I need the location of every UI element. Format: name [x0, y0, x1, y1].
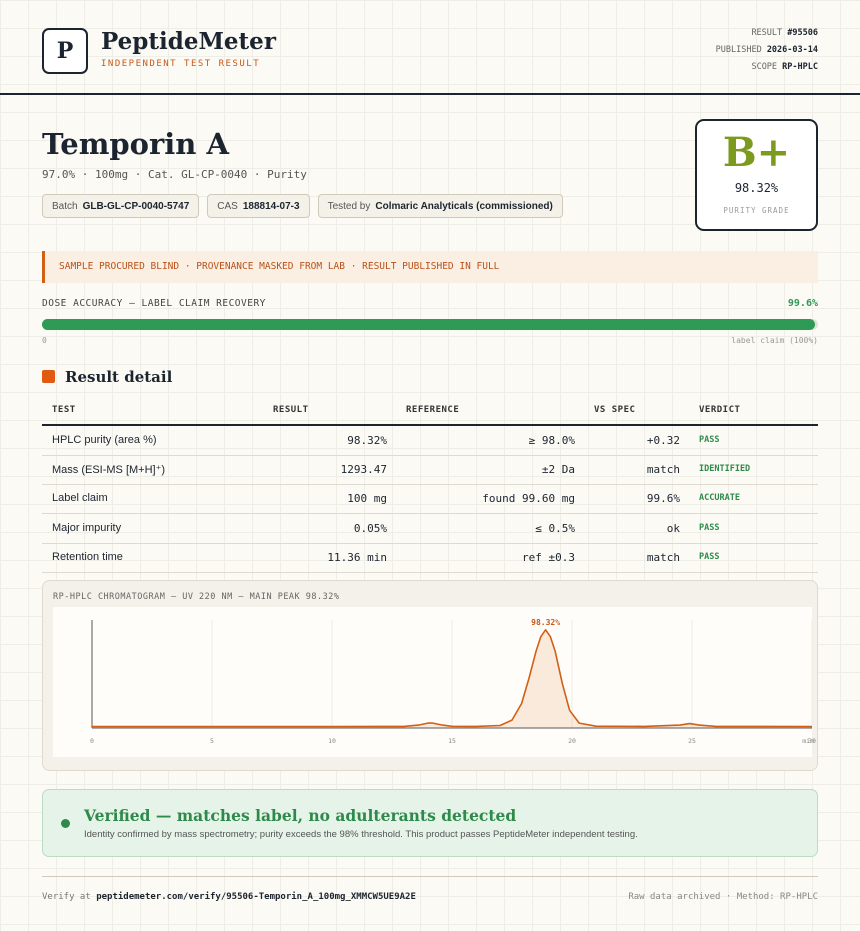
cell: 11.36 min	[327, 550, 387, 564]
chip: Batch GLB-GL-CP-0040-5747	[42, 194, 200, 218]
x-tick-label: 30	[808, 737, 816, 745]
verdict: PASS	[699, 522, 720, 533]
meta-row: RESULT #95506	[751, 28, 818, 38]
footer-left: Verify at peptidemeter.com/verify/95506-…	[42, 892, 416, 902]
meta-label: SCOPE	[751, 62, 778, 72]
row-rule	[42, 513, 818, 515]
verified-dot	[61, 819, 70, 828]
section-marker	[42, 370, 55, 383]
cell: 0.05%	[353, 521, 387, 535]
chip-label: Tested by	[327, 200, 371, 212]
chip-value: 188814-07-3	[242, 200, 300, 212]
verified-title: Verified — matches label, no adulterants…	[84, 806, 517, 825]
dose-track	[42, 319, 818, 330]
peak-label: 98.32%	[531, 618, 560, 627]
cell: ref ±0.3	[522, 550, 575, 564]
cell: found 99.60 mg	[482, 492, 575, 506]
column-header: REFERENCE	[406, 405, 460, 415]
verify-url[interactable]: peptidemeter.com/verify/95506-Temporin_A…	[96, 892, 416, 902]
cell: Mass (ESI-MS [M+H]⁺)	[52, 464, 166, 477]
notice: SAMPLE PROCURED BLIND · PROVENANCE MASKE…	[42, 251, 818, 283]
tagline: INDEPENDENT TEST RESULT	[101, 59, 261, 69]
cell: ≤ 0.5%	[535, 521, 575, 535]
verdict: IDENTIFIED	[699, 464, 751, 475]
meta-row: SCOPE RP-HPLC	[751, 62, 818, 72]
meta-value: 2026-03-14	[766, 45, 818, 55]
cell: 98.32%	[347, 434, 387, 447]
cell: ±2 Da	[541, 463, 575, 477]
dose-label: DOSE ACCURACY — LABEL CLAIM RECOVERY	[42, 298, 266, 309]
x-tick-label: 20	[568, 737, 576, 745]
x-tick-label: 0	[90, 737, 94, 745]
chromatogram: RP-HPLC CHROMATOGRAM — UV 220 NM — MAIN …	[42, 580, 818, 771]
chip-value: GLB-GL-CP-0040-5747	[82, 200, 190, 212]
grade-letter: B+	[722, 129, 791, 176]
column-header: RESULT	[273, 405, 309, 415]
chip-label: CAS	[217, 200, 238, 212]
chip-value: Colmaric Analyticals (commissioned)	[375, 200, 553, 212]
cell: 99.6%	[646, 492, 680, 506]
verified-text: Identity confirmed by mass spectrometry;…	[84, 829, 638, 840]
column-header: VERDICT	[699, 405, 741, 415]
trace	[92, 629, 813, 728]
meta-label: RESULT	[751, 28, 783, 38]
column-header: TEST	[52, 405, 76, 415]
meta-value: #95506	[787, 28, 818, 38]
row-rule	[42, 484, 818, 486]
dose-tick-label: 0	[42, 336, 47, 345]
brand: PeptideMeter	[101, 28, 276, 55]
x-tick-label: 10	[328, 737, 336, 745]
row-rule	[42, 455, 818, 456]
footer-rule	[42, 876, 818, 877]
meta-label: PUBLISHED	[715, 45, 762, 55]
section-title: Result detail	[65, 368, 173, 386]
grade-value: 98.32%	[734, 181, 779, 195]
dose-bar	[42, 319, 815, 330]
cell: 100 mg	[347, 492, 387, 506]
cell: Retention time	[52, 550, 123, 563]
dose-tick-label: label claim (100%)	[731, 336, 818, 345]
grade-card: B+ 98.32% PURITY GRADE	[695, 119, 818, 231]
verdict: PASS	[699, 551, 720, 562]
cell: match	[646, 550, 680, 564]
cell: match	[646, 463, 680, 477]
meta-value: RP-HPLC	[782, 62, 818, 72]
x-tick-label: 5	[210, 737, 214, 745]
footer-right: Raw data archived · Method: RP-HPLC	[628, 892, 818, 902]
x-tick-label: 25	[688, 737, 696, 745]
chip: Tested by Colmaric Analyticals (commissio…	[317, 194, 563, 218]
verdict: PASS	[699, 435, 720, 445]
plot-area	[53, 607, 812, 757]
cell: ok	[666, 521, 680, 535]
cell: +0.32	[646, 434, 680, 447]
cell: Major impurity	[52, 521, 122, 534]
verify-label: Verify at	[42, 892, 91, 902]
x-axis-label: min	[802, 737, 814, 745]
verified-box: Verified — matches label, no adulterants…	[42, 789, 818, 857]
header-rule	[0, 93, 860, 95]
verdict: ACCURATE	[699, 493, 740, 504]
cell: ≥ 98.0%	[528, 434, 575, 447]
meta-row: PUBLISHED 2026-03-14	[716, 45, 818, 55]
cell: Label claim	[52, 492, 108, 505]
x-tick-label: 15	[448, 737, 456, 745]
product-name: Temporin A	[42, 127, 229, 161]
chart-title: RP-HPLC CHROMATOGRAM — UV 220 NM — MAIN …	[53, 592, 340, 602]
dose-value: 99.6%	[787, 298, 818, 309]
grade-label: PURITY GRADE	[723, 206, 790, 215]
column-header: VS SPEC	[594, 405, 636, 415]
cell: 1293.47	[340, 463, 387, 477]
cell: HPLC purity (area %)	[52, 434, 157, 446]
chip-label: Batch	[52, 200, 78, 212]
logo: P	[42, 28, 88, 74]
row-rule	[42, 542, 818, 544]
header-rule	[42, 424, 818, 426]
row-rule	[42, 571, 818, 573]
chip: CAS 188814-07-3	[207, 194, 310, 218]
product-subline: 97.0% · 100mg · Cat. GL-CP-0040 · Purity	[42, 168, 307, 181]
